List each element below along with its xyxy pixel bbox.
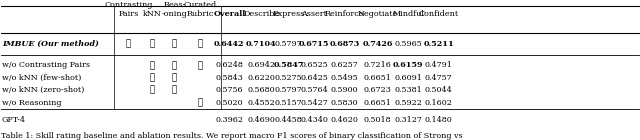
Text: 0.6159: 0.6159 xyxy=(393,61,424,69)
Text: Mindful: Mindful xyxy=(392,10,424,18)
Text: kNN: kNN xyxy=(143,10,162,18)
Text: ✓: ✓ xyxy=(150,73,156,82)
Text: w/o Reasoning: w/o Reasoning xyxy=(2,99,61,107)
Text: 0.5044: 0.5044 xyxy=(425,86,452,94)
Text: w/o kNN (zero-shot): w/o kNN (zero-shot) xyxy=(2,86,84,94)
Text: 0.5427: 0.5427 xyxy=(300,99,328,107)
Text: 0.5157: 0.5157 xyxy=(275,99,303,107)
Text: Describe: Describe xyxy=(243,10,279,18)
Text: ✓: ✓ xyxy=(197,98,203,107)
Text: 0.5020: 0.5020 xyxy=(216,99,243,107)
Text: 0.5495: 0.5495 xyxy=(330,74,358,82)
Text: 0.5764: 0.5764 xyxy=(300,86,328,94)
Text: ✓: ✓ xyxy=(172,86,177,95)
Text: 0.5797: 0.5797 xyxy=(275,40,303,48)
Text: w/o Contrasting Pairs: w/o Contrasting Pairs xyxy=(2,61,90,69)
Text: 0.5275: 0.5275 xyxy=(275,74,303,82)
Text: 0.3962: 0.3962 xyxy=(215,116,243,124)
Text: Contrasting
Pairs: Contrasting Pairs xyxy=(104,1,152,18)
Text: 0.6248: 0.6248 xyxy=(216,61,243,69)
Text: ✓: ✓ xyxy=(172,73,177,82)
Text: 0.6723: 0.6723 xyxy=(364,86,392,94)
Text: 0.4340: 0.4340 xyxy=(300,116,328,124)
Text: ✓: ✓ xyxy=(172,61,177,70)
Text: ✓: ✓ xyxy=(150,86,156,95)
Text: 0.5843: 0.5843 xyxy=(216,74,243,82)
Text: 0.5847: 0.5847 xyxy=(273,61,304,69)
Text: ✓: ✓ xyxy=(197,39,203,48)
Text: 0.4552: 0.4552 xyxy=(248,99,275,107)
Text: 0.4757: 0.4757 xyxy=(425,74,452,82)
Text: 0.3127: 0.3127 xyxy=(394,116,422,124)
Text: Express: Express xyxy=(273,10,305,18)
Text: 0.5965: 0.5965 xyxy=(394,40,422,48)
Text: IMBUE (Our method): IMBUE (Our method) xyxy=(2,40,99,48)
Text: 0.7216: 0.7216 xyxy=(364,61,392,69)
Text: 0.6873: 0.6873 xyxy=(329,40,360,48)
Text: Assert: Assert xyxy=(301,10,327,18)
Text: Overall: Overall xyxy=(213,10,246,18)
Text: 0.6220: 0.6220 xyxy=(247,74,275,82)
Text: ✓: ✓ xyxy=(150,39,156,48)
Text: 0.4690: 0.4690 xyxy=(247,116,275,124)
Text: 0.6715: 0.6715 xyxy=(299,40,330,48)
Text: ✓: ✓ xyxy=(172,39,177,48)
Text: Table 1: Skill rating baseline and ablation results. We report macro F1 scores o: Table 1: Skill rating baseline and ablat… xyxy=(1,132,462,140)
Text: 0.5900: 0.5900 xyxy=(330,86,358,94)
Text: ✓: ✓ xyxy=(197,61,203,70)
Text: 0.6525: 0.6525 xyxy=(300,61,328,69)
Text: Negotiate: Negotiate xyxy=(357,10,397,18)
Text: ✓: ✓ xyxy=(150,61,156,70)
Text: 0.6091: 0.6091 xyxy=(394,74,422,82)
Text: Reinforce: Reinforce xyxy=(324,10,364,18)
Text: 0.5018: 0.5018 xyxy=(364,116,391,124)
Text: 0.5680: 0.5680 xyxy=(248,86,275,94)
Text: 0.5756: 0.5756 xyxy=(216,86,243,94)
Text: Confident: Confident xyxy=(419,10,459,18)
Text: 0.6651: 0.6651 xyxy=(364,99,392,107)
Text: ✓: ✓ xyxy=(126,39,131,48)
Text: 0.5211: 0.5211 xyxy=(424,40,454,48)
Text: 0.4620: 0.4620 xyxy=(330,116,358,124)
Text: 0.1602: 0.1602 xyxy=(425,99,452,107)
Text: 0.6442: 0.6442 xyxy=(214,40,244,48)
Text: 0.5830: 0.5830 xyxy=(330,99,358,107)
Text: 0.6651: 0.6651 xyxy=(364,74,392,82)
Text: 0.4458: 0.4458 xyxy=(275,116,303,124)
Text: 0.7426: 0.7426 xyxy=(362,40,393,48)
Text: GPT-4: GPT-4 xyxy=(2,116,26,124)
Text: w/o kNN (few-shot): w/o kNN (few-shot) xyxy=(2,74,81,82)
Text: 0.5797: 0.5797 xyxy=(275,86,303,94)
Text: 0.1480: 0.1480 xyxy=(425,116,452,124)
Text: 0.5922: 0.5922 xyxy=(394,99,422,107)
Text: 0.4791: 0.4791 xyxy=(425,61,452,69)
Text: 0.6425: 0.6425 xyxy=(300,74,328,82)
Text: 0.6257: 0.6257 xyxy=(330,61,358,69)
Text: 0.7104: 0.7104 xyxy=(246,40,276,48)
Text: Reas-
-oning: Reas- -oning xyxy=(161,1,188,18)
Text: Curated
Rubric: Curated Rubric xyxy=(184,1,216,18)
Text: 0.6942: 0.6942 xyxy=(247,61,275,69)
Text: 0.5381: 0.5381 xyxy=(394,86,422,94)
